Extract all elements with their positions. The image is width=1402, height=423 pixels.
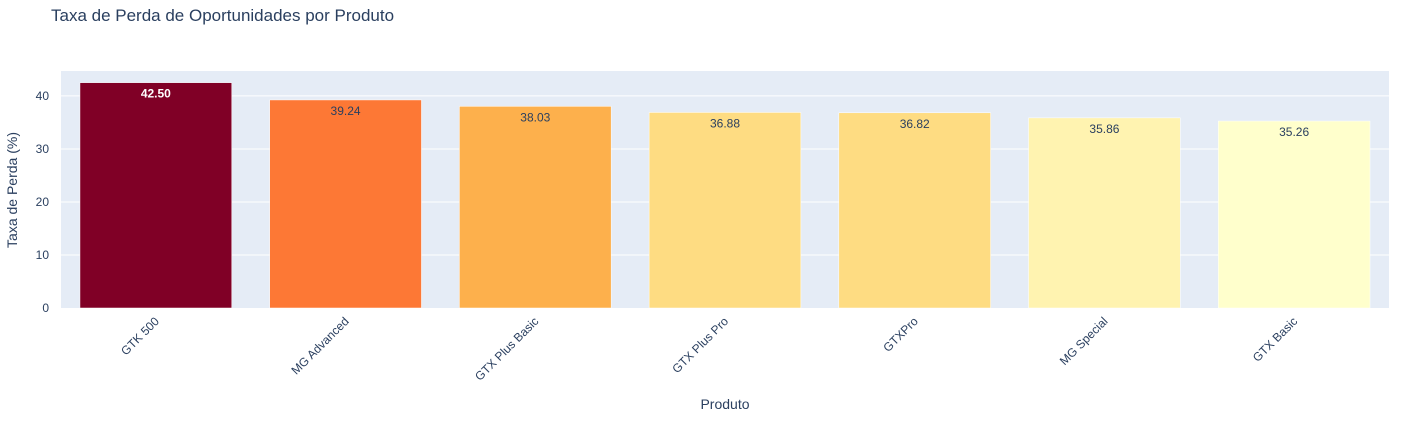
data-label: 38.03 [520,110,550,124]
x-tick-label: MG Special [1057,314,1111,368]
x-tick-label: GTK 500 [118,314,162,358]
bar [648,112,802,309]
y-axis-title: Taxa de Perda (%) [4,132,20,248]
bars: 42.50 39.24 38.03 36.88 36.82 35.86 35.26 [79,82,1371,309]
data-label: 42.50 [141,87,171,101]
x-tick-label: GTX Plus Pro [669,314,731,376]
bar [269,99,422,309]
y-tick-label: 40 [36,89,50,103]
bar [1218,120,1371,309]
data-label: 35.26 [1279,125,1309,139]
data-label: 35.86 [1089,122,1119,136]
bar [459,106,612,309]
data-label: 36.88 [710,116,740,130]
bar [1028,117,1181,309]
x-tick-label: GTX Plus Basic [472,314,541,383]
x-axis-title: Produto [700,396,749,412]
y-tick-label: 0 [42,301,49,315]
chart-title: Taxa de Perda de Oportunidades por Produ… [51,6,394,25]
data-label: 39.24 [331,104,361,118]
bar [79,82,232,309]
x-tick-label: GTX Basic [1250,314,1300,364]
x-axis-ticks: GTK 500 MG Advanced GTX Plus Basic GTX Plus… [118,314,1300,384]
y-tick-label: 30 [36,142,50,156]
y-axis-ticks: 0 10 20 30 40 [36,89,50,315]
y-tick-label: 20 [36,195,50,209]
x-tick-label: GTXPro [880,314,921,355]
x-tick-label: MG Advanced [288,314,351,377]
data-label: 36.82 [900,117,930,131]
y-tick-label: 10 [36,248,50,262]
bar [838,112,991,309]
